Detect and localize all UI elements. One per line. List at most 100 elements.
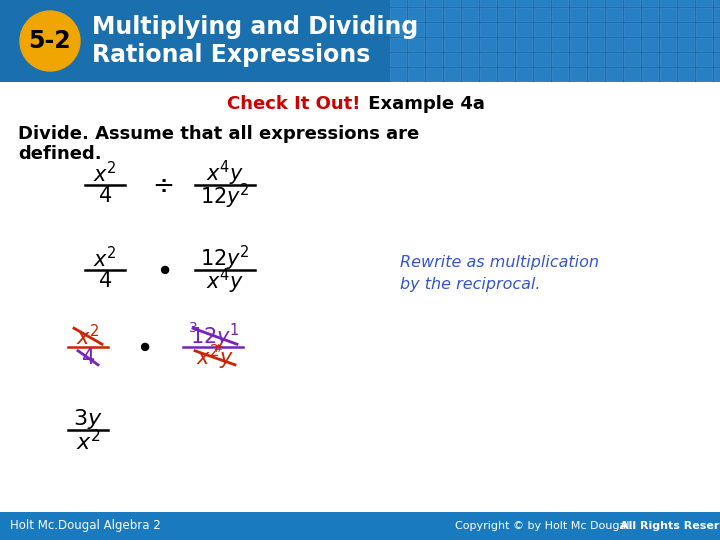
Bar: [714, 23, 720, 36]
Bar: [534, 0, 550, 6]
Bar: [642, 8, 658, 21]
Text: Multiplying and Dividing: Multiplying and Dividing: [92, 15, 418, 39]
Bar: [606, 8, 622, 21]
Text: $12y^2$: $12y^2$: [200, 181, 250, 211]
Bar: [516, 38, 532, 51]
Bar: [408, 68, 424, 81]
Text: Copyright © by Holt Mc Dougal.: Copyright © by Holt Mc Dougal.: [455, 521, 636, 531]
Bar: [588, 0, 604, 6]
Text: by the reciprocal.: by the reciprocal.: [400, 276, 541, 292]
Bar: [660, 0, 676, 6]
Bar: [498, 0, 514, 6]
Bar: [426, 53, 442, 66]
Bar: [696, 0, 712, 6]
Bar: [606, 23, 622, 36]
Bar: [516, 23, 532, 36]
Bar: [642, 23, 658, 36]
Bar: [552, 23, 568, 36]
Bar: [480, 0, 496, 6]
Text: $x^2y$: $x^2y$: [196, 343, 234, 373]
Bar: [552, 68, 568, 81]
Bar: [498, 23, 514, 36]
Bar: [678, 8, 694, 21]
Bar: [390, 53, 406, 66]
Bar: [516, 8, 532, 21]
Text: defined.: defined.: [18, 145, 102, 163]
Bar: [390, 0, 406, 6]
Bar: [570, 8, 586, 21]
Bar: [0, 0, 720, 82]
Bar: [390, 68, 406, 81]
Bar: [534, 53, 550, 66]
Bar: [678, 23, 694, 36]
Bar: [426, 8, 442, 21]
Bar: [408, 23, 424, 36]
Bar: [678, 0, 694, 6]
Bar: [462, 53, 478, 66]
Bar: [0, 512, 720, 540]
Bar: [714, 8, 720, 21]
Bar: [498, 53, 514, 66]
Text: Rational Expressions: Rational Expressions: [92, 43, 370, 67]
Bar: [606, 0, 622, 6]
Text: $x^4y$: $x^4y$: [206, 267, 244, 296]
Bar: [408, 0, 424, 6]
Bar: [714, 53, 720, 66]
Bar: [390, 38, 406, 51]
Bar: [570, 0, 586, 6]
Text: $x^2$: $x^2$: [93, 161, 117, 186]
Text: $4$: $4$: [98, 271, 112, 291]
Bar: [714, 38, 720, 51]
Text: $4$: $4$: [81, 348, 95, 368]
Bar: [444, 0, 460, 6]
Bar: [588, 38, 604, 51]
Bar: [480, 68, 496, 81]
Bar: [624, 23, 640, 36]
Bar: [444, 8, 460, 21]
Bar: [588, 23, 604, 36]
Text: $12y^1$: $12y^1$: [190, 322, 240, 351]
Bar: [606, 53, 622, 66]
Text: $x^4y$: $x^4y$: [206, 159, 244, 188]
Bar: [426, 0, 442, 6]
Bar: [408, 8, 424, 21]
Text: Holt Mc.Dougal Algebra 2: Holt Mc.Dougal Algebra 2: [10, 519, 161, 532]
Bar: [498, 8, 514, 21]
Text: $3y$: $3y$: [73, 407, 103, 431]
Bar: [534, 23, 550, 36]
Bar: [624, 0, 640, 6]
Bar: [714, 0, 720, 6]
Bar: [516, 53, 532, 66]
Bar: [678, 38, 694, 51]
Bar: [624, 38, 640, 51]
Bar: [642, 38, 658, 51]
Bar: [678, 68, 694, 81]
Bar: [462, 23, 478, 36]
Text: $12y^2$: $12y^2$: [200, 244, 250, 273]
Circle shape: [20, 11, 80, 71]
Bar: [534, 8, 550, 21]
Bar: [444, 38, 460, 51]
Bar: [588, 68, 604, 81]
Bar: [462, 38, 478, 51]
Text: $3$: $3$: [188, 321, 198, 335]
Bar: [696, 68, 712, 81]
Bar: [426, 23, 442, 36]
Bar: [444, 53, 460, 66]
Bar: [390, 8, 406, 21]
Bar: [516, 68, 532, 81]
Bar: [480, 8, 496, 21]
Bar: [660, 8, 676, 21]
Bar: [390, 23, 406, 36]
Bar: [624, 53, 640, 66]
Bar: [624, 8, 640, 21]
Text: 5-2: 5-2: [29, 29, 71, 53]
Text: $x^2$: $x^2$: [76, 323, 100, 349]
Bar: [444, 23, 460, 36]
Bar: [660, 53, 676, 66]
Bar: [498, 38, 514, 51]
Bar: [534, 38, 550, 51]
Bar: [444, 68, 460, 81]
Bar: [660, 68, 676, 81]
Text: $\bullet$: $\bullet$: [135, 333, 150, 361]
